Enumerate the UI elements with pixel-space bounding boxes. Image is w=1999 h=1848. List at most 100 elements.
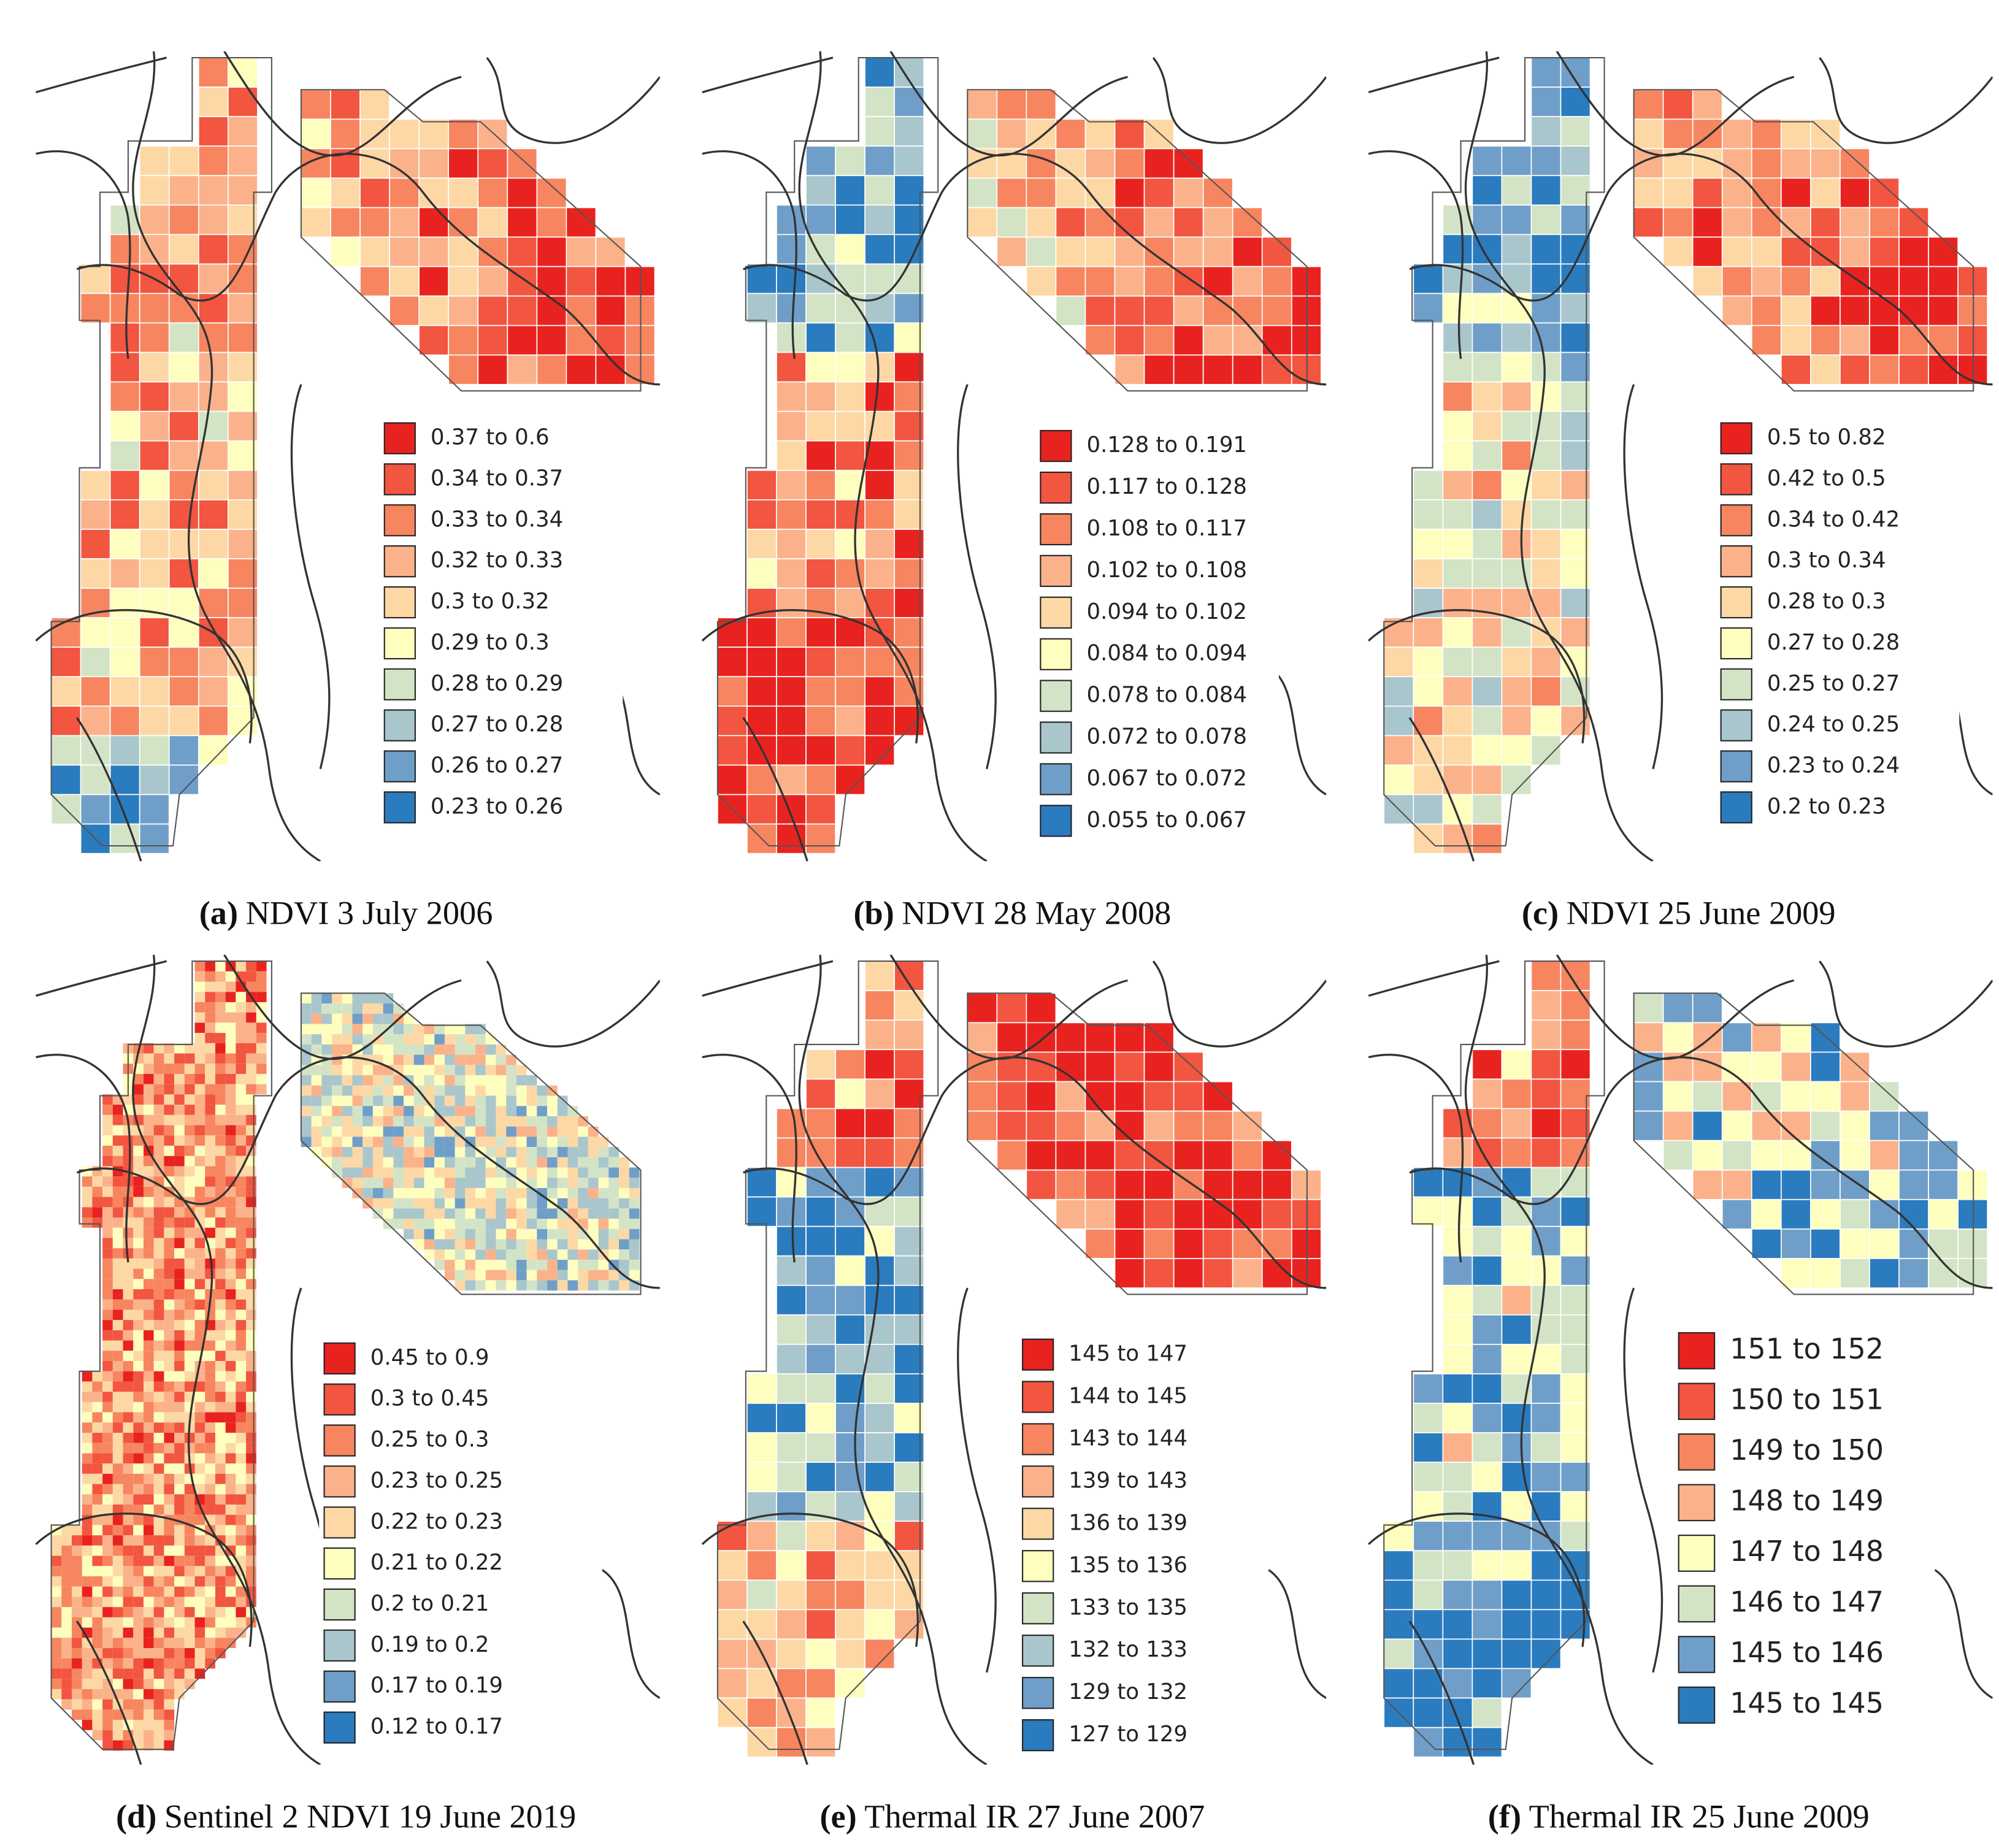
raster-cell bbox=[174, 1125, 185, 1136]
raster-cell bbox=[1232, 1140, 1263, 1171]
raster-cell bbox=[1781, 1081, 1811, 1112]
raster-cell bbox=[864, 145, 896, 177]
raster-cell bbox=[198, 705, 229, 737]
raster-cell bbox=[225, 1299, 236, 1310]
raster-cell bbox=[526, 1085, 537, 1096]
raster-cell bbox=[455, 1137, 466, 1148]
raster-cell bbox=[225, 1309, 236, 1321]
contour-line bbox=[1268, 1569, 1327, 1699]
legend-swatch bbox=[1022, 1338, 1054, 1371]
raster-cell bbox=[342, 1095, 353, 1106]
raster-cell bbox=[1560, 145, 1591, 177]
raster-cell bbox=[835, 1579, 865, 1611]
raster-cell bbox=[133, 1392, 144, 1402]
raster-cell bbox=[71, 1679, 82, 1689]
raster-cell bbox=[112, 1340, 123, 1351]
raster-cell bbox=[139, 646, 170, 678]
raster-cell bbox=[496, 1106, 507, 1116]
raster-cell bbox=[1662, 1081, 1694, 1112]
raster-cell bbox=[215, 1566, 226, 1577]
raster-cell bbox=[1084, 266, 1116, 297]
raster-cell bbox=[1442, 1697, 1473, 1728]
raster-cell bbox=[404, 1219, 414, 1229]
raster-cell bbox=[448, 236, 479, 267]
raster-cell bbox=[404, 1147, 414, 1157]
legend-label: 127 to 129 bbox=[1069, 1722, 1188, 1747]
raster-cell bbox=[215, 1145, 226, 1156]
raster-cell bbox=[1869, 1198, 1900, 1230]
raster-cell bbox=[153, 1258, 164, 1269]
raster-cell bbox=[164, 1525, 175, 1536]
raster-cell bbox=[205, 1392, 215, 1402]
raster-cell bbox=[835, 351, 865, 383]
raster-cell bbox=[1413, 469, 1444, 500]
contour-line bbox=[1623, 1287, 1663, 1673]
caption: (c) NDVI 25 June 2009 bbox=[1522, 894, 1836, 931]
raster-cell bbox=[776, 1462, 807, 1492]
raster-cell bbox=[1232, 1198, 1263, 1230]
raster-cell bbox=[112, 1371, 123, 1382]
raster-cell bbox=[332, 1147, 342, 1157]
raster-cell bbox=[835, 705, 865, 737]
raster-cell bbox=[225, 1443, 236, 1454]
raster-cell bbox=[372, 1003, 383, 1014]
raster-cell bbox=[236, 1145, 247, 1156]
raster-cell bbox=[301, 1137, 312, 1148]
raster-cell bbox=[1413, 617, 1444, 648]
raster-cell bbox=[236, 1114, 247, 1125]
raster-cell bbox=[805, 646, 836, 678]
raster-cell bbox=[444, 1157, 455, 1168]
raster-cell bbox=[434, 1157, 445, 1168]
raster-cell bbox=[92, 1473, 103, 1484]
raster-cell bbox=[133, 1351, 144, 1362]
raster-cell bbox=[164, 1617, 175, 1628]
raster-cell bbox=[444, 1270, 455, 1281]
raster-cell bbox=[184, 1258, 195, 1269]
raster-cell bbox=[50, 764, 82, 796]
raster-cell bbox=[578, 1178, 588, 1188]
raster-cell bbox=[164, 1258, 175, 1269]
caption: (f) Thermal IR 25 June 2009 bbox=[1488, 1798, 1870, 1835]
raster-cell bbox=[194, 1176, 205, 1187]
raster-cell bbox=[1560, 990, 1591, 1021]
raster-cell bbox=[578, 1147, 588, 1157]
legend-swatch bbox=[1720, 586, 1752, 619]
raster-cell bbox=[236, 1627, 247, 1638]
raster-cell bbox=[164, 1279, 175, 1289]
raster-cell bbox=[102, 1484, 113, 1495]
raster-cell bbox=[92, 1668, 103, 1679]
raster-cell bbox=[383, 1085, 394, 1096]
raster-cell bbox=[236, 961, 247, 972]
raster-cell bbox=[174, 1648, 185, 1658]
legend-swatch bbox=[1720, 791, 1752, 824]
legend-swatch bbox=[1720, 545, 1752, 578]
raster-cell bbox=[174, 1156, 185, 1167]
raster-cell bbox=[123, 1361, 134, 1371]
raster-cell bbox=[1413, 1579, 1444, 1611]
raster-cell bbox=[805, 676, 836, 707]
raster-cell bbox=[215, 1227, 226, 1238]
raster-cell bbox=[153, 1361, 164, 1371]
raster-cell bbox=[82, 1566, 93, 1577]
raster-cell bbox=[567, 1187, 578, 1198]
raster-cell bbox=[537, 1208, 548, 1219]
raster-cell bbox=[567, 1208, 578, 1219]
raster-cell bbox=[1692, 1081, 1723, 1112]
raster-cell bbox=[805, 1550, 836, 1581]
raster-cell bbox=[608, 1208, 620, 1219]
legend-label: 0.2 to 0.21 bbox=[370, 1591, 489, 1616]
raster-cell bbox=[112, 1617, 123, 1628]
raster-cell bbox=[1692, 1140, 1723, 1171]
raster-cell bbox=[112, 1156, 123, 1167]
raster-cell bbox=[174, 1638, 185, 1649]
raster-cell bbox=[516, 1280, 527, 1291]
raster-cell bbox=[1471, 1373, 1503, 1404]
raster-cell bbox=[578, 1187, 588, 1198]
raster-cell bbox=[1471, 1697, 1503, 1728]
raster-cell bbox=[588, 1219, 599, 1229]
raster-cell bbox=[864, 1373, 896, 1404]
raster-cell bbox=[776, 735, 807, 766]
raster-cell bbox=[363, 1137, 373, 1148]
raster-cell bbox=[102, 1443, 113, 1454]
